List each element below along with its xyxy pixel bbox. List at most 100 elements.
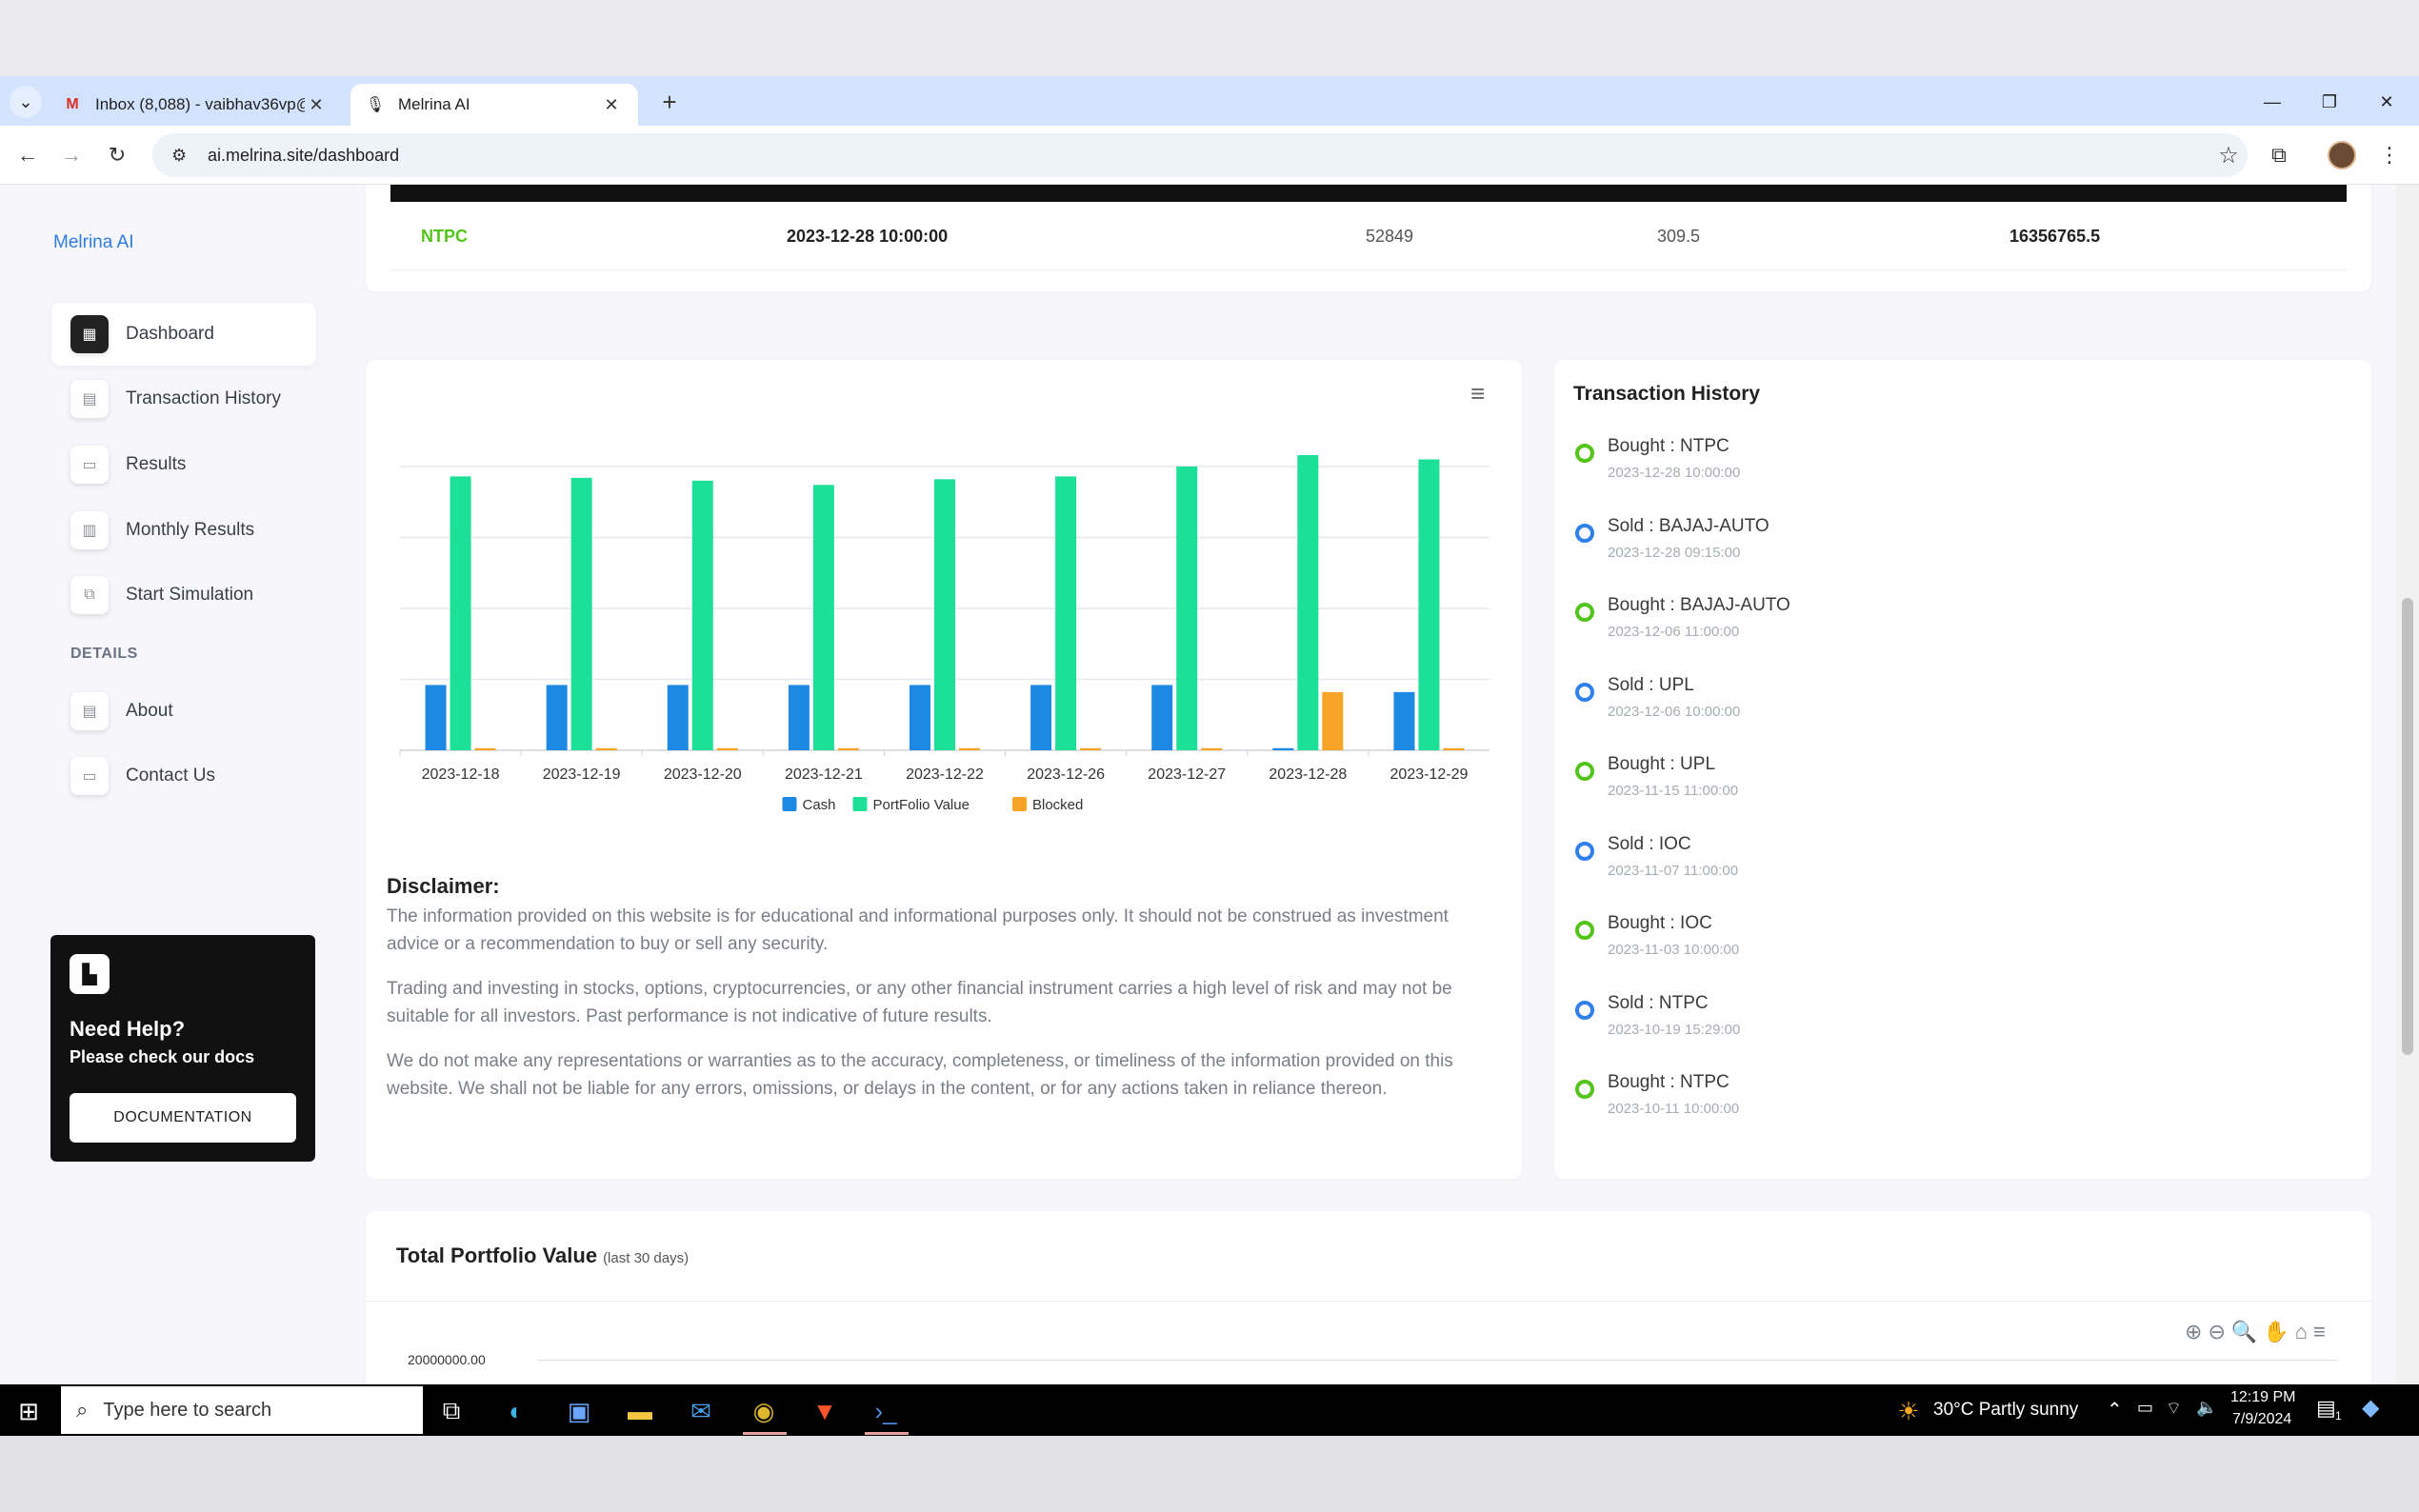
history-action: Bought : NTPC bbox=[1608, 436, 1729, 456]
wifi-icon[interactable]: ⌔ bbox=[2166, 1399, 2182, 1418]
bar-cash[interactable] bbox=[1272, 747, 1294, 750]
bar-blocked[interactable] bbox=[1201, 747, 1223, 750]
bar-portfolio-value[interactable] bbox=[1055, 476, 1077, 750]
bar-blocked[interactable] bbox=[1322, 691, 1344, 750]
tab-search-chevron-icon[interactable]: ⌄ bbox=[10, 86, 42, 118]
bar-cash[interactable] bbox=[546, 685, 568, 750]
bar-portfolio-value[interactable] bbox=[1176, 466, 1198, 750]
weather-icon[interactable]: ☀ bbox=[1897, 1396, 1920, 1425]
clock-date[interactable]: 7/9/2024 bbox=[2232, 1411, 2292, 1427]
weather-text[interactable]: 30°C Partly sunny bbox=[1933, 1400, 2079, 1420]
bar-blocked[interactable] bbox=[959, 747, 980, 750]
bar-portfolio-value[interactable] bbox=[1418, 459, 1440, 750]
history-time: 2023-11-07 11:00:00 bbox=[1608, 862, 1739, 879]
chart-menu-icon[interactable]: ≡ bbox=[2312, 1320, 2331, 1343]
kebab-menu-icon[interactable]: ⋮ bbox=[2379, 143, 2400, 167]
bar-blocked[interactable] bbox=[1443, 747, 1465, 750]
disclaimer-title: Disclaimer: bbox=[387, 874, 500, 898]
sidebar-item-transaction-history[interactable]: ▤ Transaction History bbox=[51, 368, 316, 430]
bar-portfolio-value[interactable] bbox=[934, 479, 955, 750]
site-settings-icon[interactable]: ⚙ bbox=[171, 145, 188, 165]
bar-portfolio-value[interactable] bbox=[570, 477, 592, 750]
legend-swatch bbox=[852, 797, 868, 811]
legend-item[interactable]: PortFolio Value bbox=[852, 797, 970, 813]
help-card: ▙ Need Help? Please check our docs DOCUM… bbox=[50, 935, 315, 1162]
sold-circle-icon bbox=[1575, 1000, 1594, 1020]
network-icon[interactable]: ▭ bbox=[2137, 1398, 2154, 1417]
gridline bbox=[537, 1360, 2337, 1361]
history-time: 2023-12-06 11:00:00 bbox=[1608, 624, 1740, 640]
layout-icon: ▙ bbox=[70, 954, 110, 994]
close-tab-icon[interactable]: ✕ bbox=[309, 94, 324, 114]
close-tab-icon[interactable]: ✕ bbox=[604, 94, 619, 114]
bar-blocked[interactable] bbox=[837, 747, 859, 750]
documentation-button[interactable]: DOCUMENTATION bbox=[70, 1093, 296, 1143]
sidebar-section-heading: DETAILS bbox=[70, 646, 138, 662]
bar-blocked[interactable] bbox=[474, 747, 496, 750]
restore-icon[interactable]: ❐ bbox=[2321, 92, 2338, 111]
sidebar-item-monthly-results[interactable]: ▥ Monthly Results bbox=[51, 499, 316, 562]
legend-item[interactable]: Cash bbox=[782, 797, 836, 813]
bar-portfolio-value[interactable] bbox=[812, 485, 834, 750]
bought-circle-icon bbox=[1575, 1080, 1594, 1099]
windows-start-icon[interactable]: ⊞ bbox=[18, 1396, 39, 1425]
powershell-icon[interactable]: ›_ bbox=[874, 1396, 897, 1425]
microphone-icon: 🎙 bbox=[365, 97, 386, 113]
zoom-out-icon[interactable]: ⊖ bbox=[2208, 1320, 2231, 1343]
task-view-icon[interactable]: ⧉ bbox=[442, 1396, 461, 1424]
bar-cash[interactable] bbox=[1030, 685, 1052, 750]
bar-portfolio-value[interactable] bbox=[1297, 455, 1319, 750]
sidebar-item-results[interactable]: ▭ Results bbox=[51, 433, 316, 496]
bar-blocked[interactable] bbox=[716, 747, 738, 750]
bar-cash[interactable] bbox=[788, 685, 810, 750]
forward-arrow-icon[interactable]: → bbox=[61, 143, 82, 167]
sidebar-item-about[interactable]: ▤ About bbox=[51, 680, 316, 743]
file-explorer-icon[interactable]: ▬ bbox=[628, 1396, 652, 1425]
pan-hand-icon[interactable]: ✋ bbox=[2263, 1320, 2295, 1343]
bar-cash[interactable] bbox=[910, 685, 930, 750]
bookmark-star-icon[interactable]: ☆ bbox=[2218, 142, 2239, 169]
window-close-icon[interactable]: ✕ bbox=[2379, 92, 2394, 111]
volume-icon[interactable]: 🔈 bbox=[2196, 1398, 2218, 1417]
sidebar-item-dashboard[interactable]: ▦ Dashboard bbox=[51, 303, 316, 366]
bar-portfolio-value[interactable] bbox=[691, 480, 713, 750]
tab-melrina[interactable]: 🎙 Melrina AI ✕ bbox=[350, 84, 638, 126]
tray-chevron-icon[interactable]: ⌃ bbox=[2107, 1400, 2123, 1421]
scrollbar-thumb[interactable] bbox=[2402, 598, 2413, 1055]
legend-item[interactable]: Blocked bbox=[1012, 797, 1083, 813]
bar-blocked[interactable] bbox=[1080, 747, 1102, 750]
store-icon[interactable]: ▣ bbox=[567, 1396, 591, 1425]
chrome-icon[interactable]: ◉ bbox=[752, 1396, 775, 1425]
reset-home-icon[interactable]: ⌂ bbox=[2294, 1320, 2313, 1343]
new-tab-plus-icon[interactable]: + bbox=[662, 88, 677, 116]
extensions-puzzle-icon[interactable]: ⧉ bbox=[2271, 143, 2287, 167]
page-scrollbar[interactable] bbox=[2396, 185, 2419, 1384]
chart-menu-icon[interactable]: ≡ bbox=[1470, 379, 1486, 408]
clock-time[interactable]: 12:19 PM bbox=[2230, 1389, 2296, 1405]
sidebar-item-start-simulation[interactable]: ⧉ Start Simulation bbox=[51, 564, 316, 627]
bar-cash[interactable] bbox=[1393, 691, 1415, 750]
back-arrow-icon[interactable]: ← bbox=[17, 143, 38, 167]
profile-avatar[interactable] bbox=[2328, 141, 2356, 169]
reload-icon[interactable]: ↻ bbox=[108, 143, 127, 167]
bar-cash[interactable] bbox=[425, 685, 447, 750]
simulation-icon: ⧉ bbox=[70, 576, 109, 614]
bar-blocked[interactable] bbox=[595, 747, 617, 750]
brave-icon[interactable]: ▼ bbox=[812, 1396, 837, 1425]
sidebar-item-contact-us[interactable]: ▭ Contact Us bbox=[51, 745, 316, 807]
address-bar[interactable]: ⚙ ai.melrina.site/dashboard ☆ bbox=[152, 133, 2248, 177]
bar-cash[interactable] bbox=[667, 685, 689, 750]
bar-portfolio-value[interactable] bbox=[450, 476, 471, 750]
mail-icon[interactable]: ✉ bbox=[690, 1396, 711, 1425]
notifications-icon[interactable]: ▤ bbox=[2316, 1396, 2336, 1420]
zoom-in-icon[interactable]: ⊕ bbox=[2185, 1320, 2209, 1343]
x-axis-tick-label: 2023-12-18 bbox=[422, 766, 500, 783]
taskbar-search-box[interactable]: ⌕ Type here to search bbox=[61, 1386, 423, 1434]
zoom-select-icon[interactable]: 🔍 bbox=[2230, 1320, 2264, 1343]
brand-logo-text[interactable]: Melrina AI bbox=[53, 232, 134, 252]
edge-browser-icon[interactable]: ◐ bbox=[509, 1396, 524, 1425]
bar-cash[interactable] bbox=[1151, 685, 1173, 750]
tab-gmail[interactable]: M Inbox (8,088) - vaibhav36vp@g ✕ bbox=[48, 84, 343, 126]
copilot-icon[interactable]: ◆ bbox=[2362, 1395, 2380, 1421]
minimize-icon[interactable]: — bbox=[2264, 92, 2281, 111]
